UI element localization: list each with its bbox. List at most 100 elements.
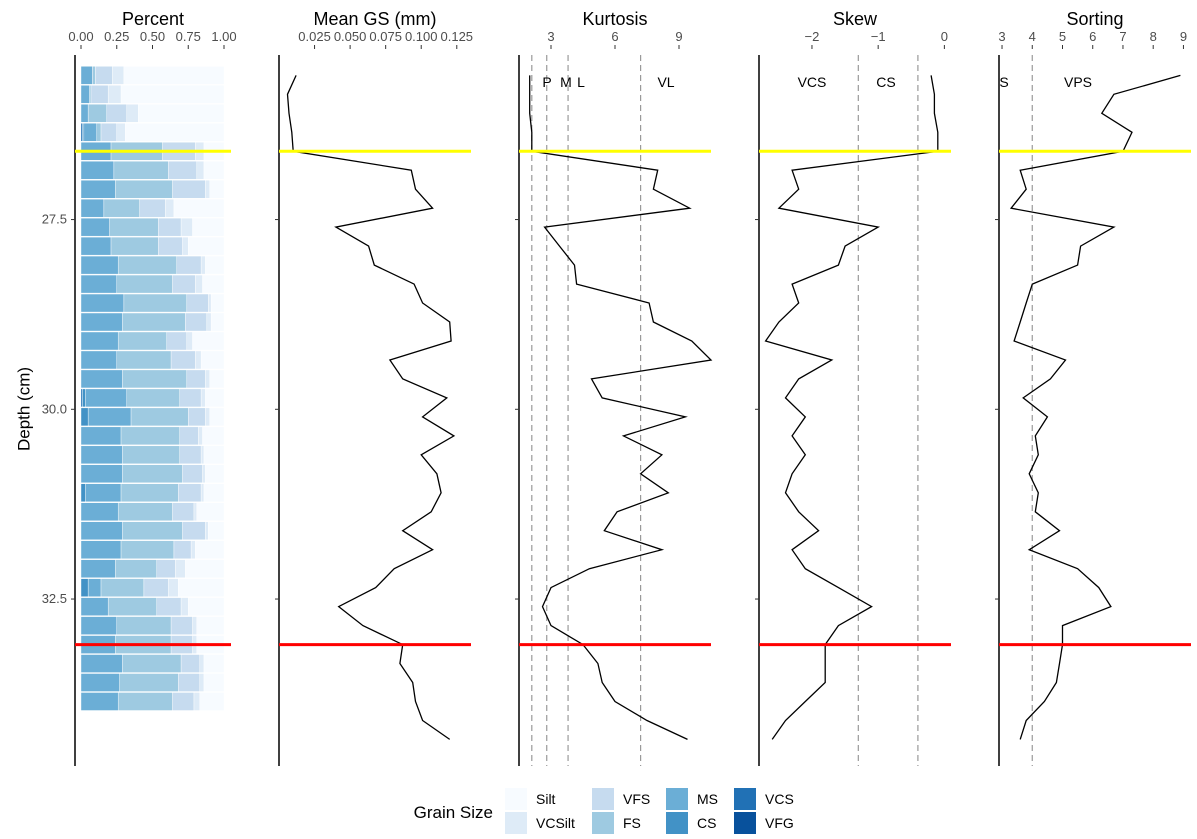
bar-segment — [80, 407, 89, 427]
bar-segment — [203, 483, 225, 502]
bar-segment — [158, 217, 182, 237]
legend-swatch — [666, 788, 688, 810]
bar-segment — [80, 198, 105, 218]
bar-segment — [80, 104, 89, 123]
legend-label: VFS — [623, 791, 650, 807]
zone-label: CS — [876, 74, 895, 90]
bar-segment — [103, 198, 140, 218]
bar-segment — [85, 483, 122, 502]
bar-segment — [120, 540, 175, 559]
bar-segment — [193, 692, 200, 711]
bar-segment — [178, 673, 200, 692]
panel-3: Skew −2 −1 0 VCS CS — [755, 9, 951, 766]
bar-segment — [209, 407, 225, 427]
bar-segment — [90, 85, 109, 104]
bar-segment — [205, 464, 225, 484]
bar-segment — [125, 123, 225, 142]
bar-segment — [80, 369, 123, 389]
bar-segment — [178, 578, 225, 597]
panel-title: Percent — [122, 9, 184, 29]
bar-segment — [203, 654, 225, 673]
bar-segment — [80, 312, 123, 332]
bar-segment — [192, 331, 225, 351]
bar-segment — [170, 350, 196, 370]
legend-swatch — [592, 812, 614, 834]
bar-segment — [139, 198, 166, 218]
x-tick-label: −1 — [871, 29, 886, 44]
y-tick-label: 27.5 — [42, 212, 67, 227]
bar-segment — [209, 179, 225, 199]
bar-segment — [168, 161, 198, 180]
bar-segment — [107, 85, 122, 104]
bar-segment — [80, 236, 112, 256]
bar-segment — [178, 483, 202, 502]
bar-segment — [117, 255, 178, 275]
bar-segment — [80, 161, 115, 180]
bar-segment — [185, 312, 208, 332]
x-tick-label: 0.125 — [441, 29, 474, 44]
x-tick-label: 9 — [1180, 29, 1187, 44]
bar-segment — [119, 673, 179, 692]
bar-segment — [180, 217, 193, 237]
bar-segment — [109, 217, 159, 237]
bar-segment — [80, 445, 123, 465]
panel-title: Kurtosis — [582, 9, 647, 29]
bar-segment — [195, 274, 203, 294]
bar-segment — [122, 369, 188, 389]
zone-label: VL — [657, 74, 674, 90]
bar-segment — [92, 66, 96, 85]
bar-segment — [182, 464, 203, 484]
bar-segment — [107, 597, 157, 616]
bar-segment — [185, 559, 225, 578]
bar-segment — [130, 407, 189, 427]
bar-segment — [120, 85, 225, 104]
bar-segment — [200, 388, 206, 408]
bar-segment — [137, 104, 225, 123]
bar-segment — [126, 388, 180, 408]
x-tick-label: 3 — [547, 29, 554, 44]
bar-segment — [116, 123, 126, 142]
bar-segment — [205, 407, 210, 427]
bar-segment — [122, 312, 186, 332]
bar-segment — [188, 597, 225, 616]
bar-segment — [117, 502, 173, 521]
bar-segment — [80, 521, 123, 540]
bar-segment — [115, 179, 173, 199]
bar-segment — [122, 654, 182, 673]
x-tick-label: 0.050 — [334, 29, 367, 44]
bar-segment — [202, 274, 225, 294]
bar-segment — [80, 578, 89, 597]
bar-segment — [199, 673, 205, 692]
bar-segment — [186, 331, 193, 351]
bar-segment — [193, 502, 198, 521]
bar-segment — [117, 331, 167, 351]
bar-segment — [176, 255, 202, 275]
bar-segment — [206, 312, 212, 332]
bar-segment — [200, 483, 205, 502]
bar-segment — [200, 350, 225, 370]
legend-swatch — [505, 788, 527, 810]
bar-segment — [168, 578, 179, 597]
bar-segment — [80, 66, 93, 85]
bar-segment — [80, 217, 110, 237]
x-tick-label: 0.50 — [140, 29, 165, 44]
bar-segment — [116, 350, 172, 370]
bar-segment — [200, 255, 206, 275]
x-tick-label: 0.25 — [104, 29, 129, 44]
bar-segment — [110, 236, 159, 256]
data-line — [1009, 74, 1181, 740]
bar-segment — [120, 426, 180, 446]
y-tick-label: 32.5 — [42, 591, 67, 606]
x-tick-label: 6 — [1089, 29, 1096, 44]
bar-segment — [203, 161, 225, 180]
bar-segment — [116, 274, 173, 294]
x-tick-label: 9 — [675, 29, 682, 44]
bar-segment — [195, 350, 202, 370]
bar-segment — [210, 312, 225, 332]
bar-segment — [123, 66, 225, 85]
legend-label: VCSilt — [536, 815, 575, 831]
bar-segment — [170, 616, 193, 635]
legend-label: CS — [697, 815, 716, 831]
legend-label: MS — [697, 791, 718, 807]
